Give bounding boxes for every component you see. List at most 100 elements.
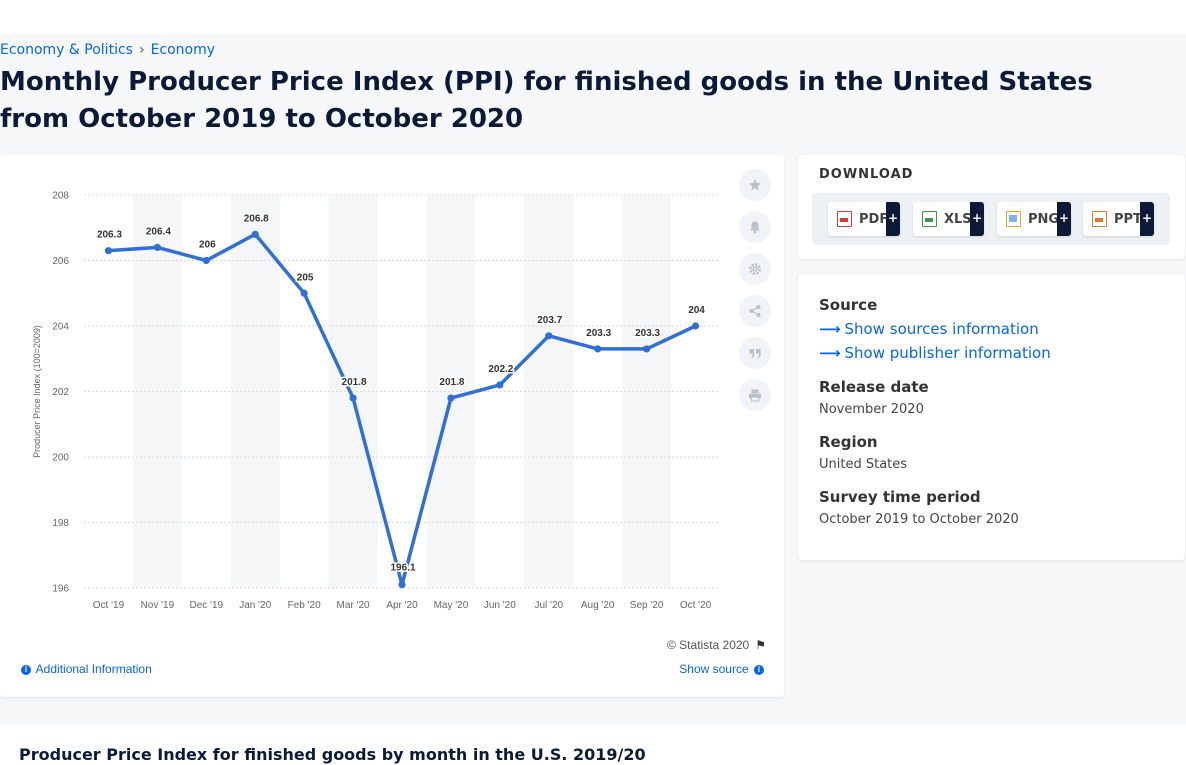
x-tick-label: Oct '20 bbox=[680, 600, 712, 611]
data-label: 206 bbox=[199, 240, 216, 251]
breadcrumb-item-economy[interactable]: Economy bbox=[150, 42, 216, 58]
data-label: 203.7 bbox=[537, 315, 562, 326]
line-chart: 196 198 200 202 204 206 208 Producer Price Inde… bbox=[32, 191, 720, 611]
plus-icon[interactable]: + bbox=[1057, 202, 1071, 236]
show-source-label: Show source bbox=[679, 662, 749, 676]
data-point bbox=[104, 247, 113, 255]
info-icon: i bbox=[21, 664, 31, 675]
chart-card: 196 198 200 202 204 206 208 Producer Price Inde… bbox=[0, 155, 784, 697]
x-tick-label: Jan '20 bbox=[239, 600, 271, 611]
table-card: Producer Price Index for finished goods … bbox=[0, 725, 1186, 765]
y-tick-label: 198 bbox=[52, 518, 69, 529]
x-tick-label: Feb '20 bbox=[288, 600, 321, 611]
metadata-card: Source ⟶ Show sources information ⟶ Show p… bbox=[798, 274, 1185, 560]
survey-period-value: October 2019 to October 2020 bbox=[819, 512, 1019, 527]
download-png-button[interactable]: PNG + bbox=[997, 202, 1071, 236]
series-line bbox=[106, 232, 698, 587]
copyright-notice: © Statista 2020 ⚑ bbox=[667, 638, 766, 652]
x-tick-label: Mar '20 bbox=[337, 600, 370, 611]
y-tick-label: 200 bbox=[52, 453, 69, 464]
chart-toolbar bbox=[739, 169, 771, 421]
x-tick-label: Aug '20 bbox=[581, 600, 615, 611]
quote-icon[interactable] bbox=[739, 337, 771, 369]
category-band bbox=[230, 195, 280, 588]
show-publisher-link[interactable]: ⟶ Show publisher information bbox=[819, 344, 1051, 362]
category-band bbox=[622, 195, 672, 588]
data-label: 204 bbox=[688, 305, 705, 316]
x-tick-label: Jul '20 bbox=[534, 600, 563, 611]
star-icon[interactable] bbox=[739, 169, 771, 201]
survey-period-heading: Survey time period bbox=[819, 488, 981, 506]
share-icon[interactable] bbox=[739, 295, 771, 327]
copyright-text: © Statista 2020 bbox=[667, 638, 750, 652]
ppt-file-icon bbox=[1092, 211, 1107, 227]
download-xls-label: XLS bbox=[944, 211, 972, 227]
data-point bbox=[691, 322, 700, 330]
show-source-link[interactable]: Show source i bbox=[679, 662, 766, 676]
download-buttons: PDF + XLS + PNG + PPT + bbox=[812, 193, 1170, 245]
data-label: 205 bbox=[297, 272, 314, 283]
breadcrumb: Economy & Politics › Economy bbox=[0, 42, 215, 58]
download-xls-button[interactable]: XLS + bbox=[913, 202, 984, 236]
plus-icon[interactable]: + bbox=[886, 202, 900, 236]
bell-icon[interactable] bbox=[739, 211, 771, 243]
data-point bbox=[349, 394, 357, 402]
table-title: Producer Price Index for finished goods … bbox=[19, 745, 646, 764]
y-axis-title: Producer Price Index (100=2009) bbox=[32, 325, 42, 458]
y-tick-label: 202 bbox=[52, 387, 69, 398]
png-file-icon bbox=[1006, 211, 1021, 227]
breadcrumb-item-economy-politics[interactable]: Economy & Politics bbox=[0, 42, 133, 58]
data-point bbox=[545, 332, 553, 340]
x-tick-label: Apr '20 bbox=[386, 600, 418, 611]
data-label: 206.3 bbox=[97, 230, 122, 241]
data-point bbox=[496, 381, 504, 389]
category-band bbox=[426, 195, 476, 588]
data-label: 201.8 bbox=[342, 377, 367, 388]
x-tick-label: Oct '19 bbox=[93, 600, 125, 611]
data-point bbox=[447, 394, 455, 402]
print-icon[interactable] bbox=[739, 379, 771, 411]
arrow-right-icon: ⟶ bbox=[819, 344, 841, 362]
release-date-heading: Release date bbox=[819, 378, 929, 396]
data-point bbox=[153, 243, 161, 251]
release-date-value: November 2020 bbox=[819, 402, 924, 417]
source-heading: Source bbox=[819, 296, 878, 314]
x-tick-label: May '20 bbox=[434, 600, 469, 611]
y-tick-label: 206 bbox=[52, 256, 69, 267]
data-label: 203.3 bbox=[635, 328, 660, 339]
additional-information-link[interactable]: i Additional Information bbox=[19, 662, 152, 676]
download-card: DOWNLOAD PDF + XLS + PNG + PPT + bbox=[798, 155, 1185, 259]
data-point bbox=[643, 345, 651, 353]
info-icon: i bbox=[754, 664, 764, 675]
data-label: 202.2 bbox=[488, 364, 513, 375]
breadcrumb-separator: › bbox=[138, 42, 145, 58]
data-label: 196.1 bbox=[390, 563, 415, 574]
show-sources-label: Show sources information bbox=[844, 320, 1039, 338]
plus-icon[interactable]: + bbox=[970, 202, 984, 236]
data-point bbox=[594, 345, 602, 353]
plus-icon[interactable]: + bbox=[1140, 202, 1154, 236]
data-point bbox=[300, 289, 308, 297]
download-pdf-button[interactable]: PDF + bbox=[828, 202, 900, 236]
download-ppt-button[interactable]: PPT + bbox=[1083, 202, 1154, 236]
additional-information-label: Additional Information bbox=[35, 662, 152, 676]
download-pdf-label: PDF bbox=[859, 211, 889, 227]
x-tick-label: Nov '19 bbox=[141, 600, 175, 611]
x-tick-label: Dec '19 bbox=[190, 600, 224, 611]
data-point bbox=[398, 581, 406, 589]
page-title: Monthly Producer Price Index (PPI) for f… bbox=[0, 67, 1093, 134]
y-tick-label: 204 bbox=[52, 322, 69, 333]
data-point bbox=[202, 256, 210, 265]
data-label: 206.4 bbox=[146, 226, 171, 237]
gear-icon[interactable] bbox=[739, 253, 771, 285]
download-title: DOWNLOAD bbox=[819, 167, 914, 182]
data-label: 203.3 bbox=[586, 328, 611, 339]
region-value: United States bbox=[819, 457, 908, 472]
flag-icon[interactable]: ⚑ bbox=[755, 638, 766, 652]
region-heading: Region bbox=[819, 433, 878, 451]
xls-file-icon bbox=[922, 211, 937, 227]
show-sources-link[interactable]: ⟶ Show sources information bbox=[819, 320, 1039, 338]
data-point bbox=[251, 230, 259, 238]
download-png-label: PNG bbox=[1028, 211, 1060, 227]
y-tick-label: 208 bbox=[52, 191, 69, 202]
